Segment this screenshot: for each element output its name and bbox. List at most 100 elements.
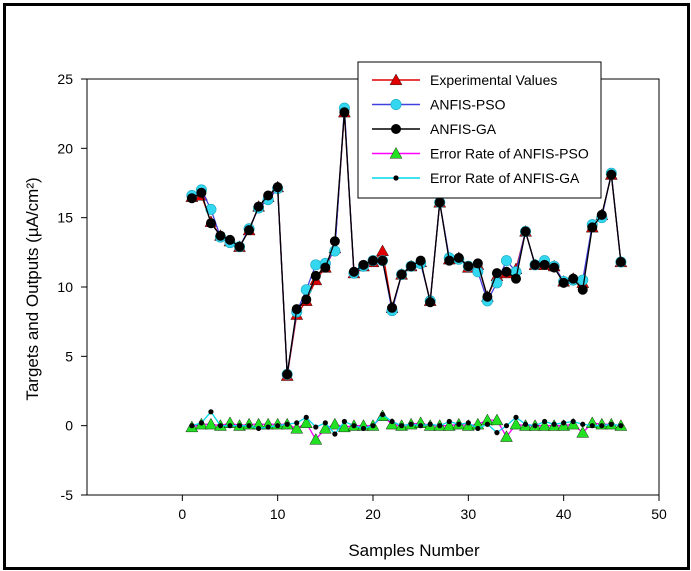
data-point (513, 415, 518, 420)
x-tick-label: 0 (178, 506, 186, 522)
data-point (330, 236, 340, 246)
data-point (466, 420, 471, 425)
data-point (609, 422, 614, 427)
data-point (282, 369, 292, 379)
data-point (266, 424, 271, 429)
data-point (456, 422, 461, 427)
figure-frame: -5 0 5 10 15 20 25 0 10 20 30 40 50 Targets and Outp… (3, 3, 690, 570)
data-point (273, 182, 283, 192)
data-point (559, 278, 569, 288)
data-point (418, 423, 423, 428)
data-point (521, 227, 531, 237)
data-point (292, 304, 302, 314)
data-point (187, 193, 197, 203)
data-point (416, 256, 426, 266)
legend-label: ANFIS-PSO (430, 97, 506, 113)
y-tick-label: 25 (57, 71, 73, 87)
data-point (473, 258, 483, 268)
legend-label: Error Rate of ANFIS-GA (430, 170, 580, 186)
data-point (399, 423, 404, 428)
data-point (358, 260, 368, 270)
data-point (492, 268, 502, 278)
data-point (435, 197, 445, 207)
data-point (437, 423, 442, 428)
data-point (504, 423, 509, 428)
data-point (391, 124, 401, 134)
data-point (244, 225, 254, 235)
data-point (409, 422, 414, 427)
data-point (597, 210, 607, 220)
data-point (368, 256, 378, 266)
data-point (275, 423, 280, 428)
legend-label: ANFIS-GA (430, 121, 497, 137)
data-point (549, 263, 559, 273)
data-point (523, 422, 528, 427)
data-point (616, 257, 626, 267)
data-point (199, 420, 204, 425)
data-point (196, 188, 206, 198)
data-point (540, 260, 550, 270)
data-point (311, 271, 321, 281)
data-point (370, 423, 375, 428)
data-point (578, 285, 588, 295)
data-point (463, 261, 473, 271)
data-point (235, 242, 245, 252)
data-point (500, 431, 512, 442)
data-point (530, 260, 540, 270)
data-point (332, 431, 337, 436)
x-tick-label: 10 (270, 506, 286, 522)
data-point (578, 275, 588, 285)
data-point (263, 190, 273, 200)
data-point (501, 255, 511, 265)
data-point (301, 294, 311, 304)
data-point (580, 422, 585, 427)
data-point (561, 420, 566, 425)
data-point (349, 267, 359, 277)
series-error-rate-of-anfis-ga (189, 409, 623, 436)
data-point (454, 253, 464, 263)
chart-legend: Experimental Values ANFIS-PSO ANFIS-GA Erro… (358, 62, 601, 198)
data-point (320, 263, 330, 273)
data-point (246, 423, 251, 428)
x-tick-label: 40 (556, 506, 572, 522)
data-point (393, 175, 398, 180)
data-point (568, 274, 578, 284)
data-point (387, 303, 397, 313)
data-point (397, 270, 407, 280)
data-point (606, 170, 616, 180)
data-point (342, 419, 347, 424)
data-point (428, 422, 433, 427)
legend-label: Experimental Values (430, 72, 557, 88)
data-point (313, 424, 318, 429)
data-point (475, 426, 480, 431)
y-tick-label: 10 (57, 279, 73, 295)
data-point (361, 426, 366, 431)
y-tick-label: 5 (65, 348, 73, 364)
data-point (227, 423, 232, 428)
data-point (587, 222, 597, 232)
data-point (377, 245, 389, 256)
data-point (389, 419, 394, 424)
data-point (618, 423, 623, 428)
y-tick-label: -5 (61, 487, 74, 503)
data-point (406, 261, 416, 271)
data-point (254, 202, 264, 212)
legend-label: Error Rate of ANFIS-PSO (430, 146, 589, 162)
data-point (237, 423, 242, 428)
x-tick-label: 30 (461, 506, 477, 522)
y-tick-label: 0 (65, 418, 73, 434)
data-point (304, 415, 309, 420)
data-point (208, 409, 213, 414)
data-point (571, 419, 576, 424)
data-point (218, 423, 223, 428)
data-point (447, 419, 452, 424)
data-point (391, 99, 401, 109)
data-point (599, 423, 604, 428)
data-point (485, 422, 490, 427)
data-point (225, 235, 235, 245)
data-point (339, 107, 349, 117)
data-point (542, 419, 547, 424)
data-point (206, 218, 216, 228)
data-point (552, 422, 557, 427)
data-point (311, 260, 321, 270)
